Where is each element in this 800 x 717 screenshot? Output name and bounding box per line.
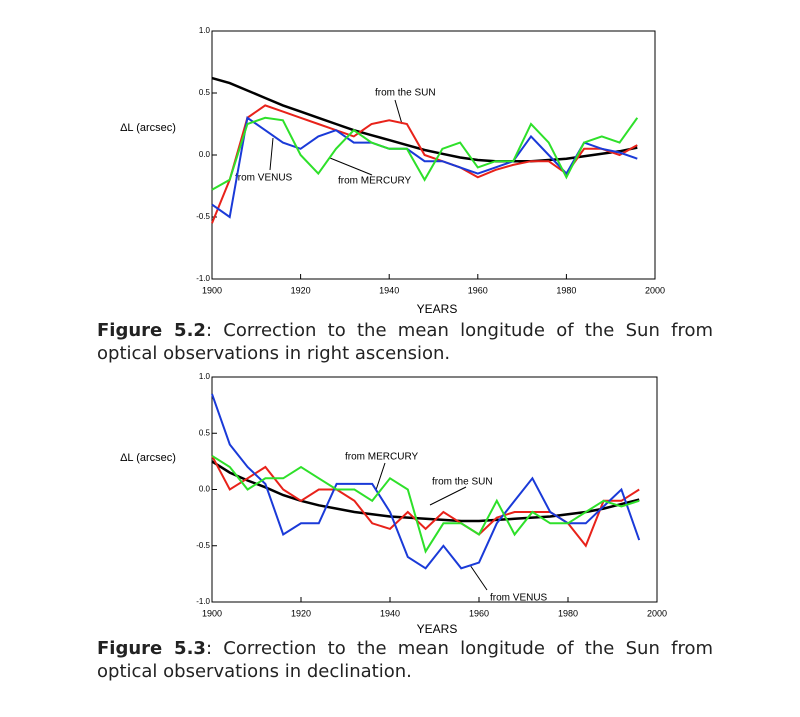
caption-text: : Correction to the mean longitude of th… xyxy=(97,638,714,682)
y-tick-label: -0.5 xyxy=(196,212,210,221)
arrow xyxy=(469,564,488,591)
caption-number: Figure 5.3 xyxy=(97,638,206,659)
y-axis-label: ΔL (arcsec) xyxy=(120,452,176,464)
arrow xyxy=(375,462,386,491)
x-tick-label: 1960 xyxy=(468,285,488,295)
y-tick-label: 1.0 xyxy=(199,26,211,35)
x-tick-label: 1960 xyxy=(469,608,489,618)
y-tick-label: -1.0 xyxy=(196,597,210,606)
y-tick-label: 0.5 xyxy=(199,88,211,97)
arrow xyxy=(269,137,274,171)
y-tick-label: 1.0 xyxy=(199,372,211,381)
annotation: from MERCURY xyxy=(338,176,411,187)
y-tick-label: -0.5 xyxy=(196,541,210,550)
annotation: from VENUS xyxy=(490,593,548,604)
arrow xyxy=(429,486,467,506)
annotation-arrows xyxy=(269,99,488,591)
plot-frame xyxy=(211,376,658,603)
caption-text: : Correction to the mean longitude of th… xyxy=(97,320,714,364)
x-tick-label: 1980 xyxy=(556,285,576,295)
y-axis-label: ΔL (arcsec) xyxy=(120,122,176,134)
series-line xyxy=(211,460,640,523)
series-line xyxy=(211,116,639,191)
x-tick-label: 1940 xyxy=(380,608,400,618)
caption: Figure 5.2: Correction to the mean longi… xyxy=(97,319,713,365)
series-line xyxy=(211,454,640,554)
series-line xyxy=(211,76,638,163)
x-axis-label: YEARS xyxy=(417,622,458,636)
annotation: from VENUS xyxy=(235,173,293,184)
arrow xyxy=(329,157,373,176)
series-line xyxy=(211,116,638,219)
x-tick-label: 1900 xyxy=(202,285,222,295)
arrow xyxy=(394,99,403,125)
x-tick-label: 1940 xyxy=(379,285,399,295)
y-tick-label: 0.5 xyxy=(199,428,211,437)
annotation: from the SUN xyxy=(432,477,493,488)
series-line xyxy=(211,455,640,548)
x-tick-label: 2000 xyxy=(647,608,667,618)
x-tick-label: 1920 xyxy=(291,285,311,295)
annotation: from the SUN xyxy=(375,88,436,99)
y-tick-label: 0.0 xyxy=(199,485,211,494)
x-tick-label: 1900 xyxy=(202,608,222,618)
x-tick-label: 1980 xyxy=(558,608,578,618)
annotation: from MERCURY xyxy=(345,452,418,463)
x-tick-label: 2000 xyxy=(645,285,665,295)
caption: Figure 5.3: Correction to the mean longi… xyxy=(97,637,713,683)
x-axis-label: YEARS xyxy=(417,302,458,316)
caption-number: Figure 5.2 xyxy=(97,320,206,341)
y-tick-label: 0.0 xyxy=(199,150,211,159)
x-tick-label: 1920 xyxy=(291,608,311,618)
y-tick-label: -1.0 xyxy=(196,274,210,283)
